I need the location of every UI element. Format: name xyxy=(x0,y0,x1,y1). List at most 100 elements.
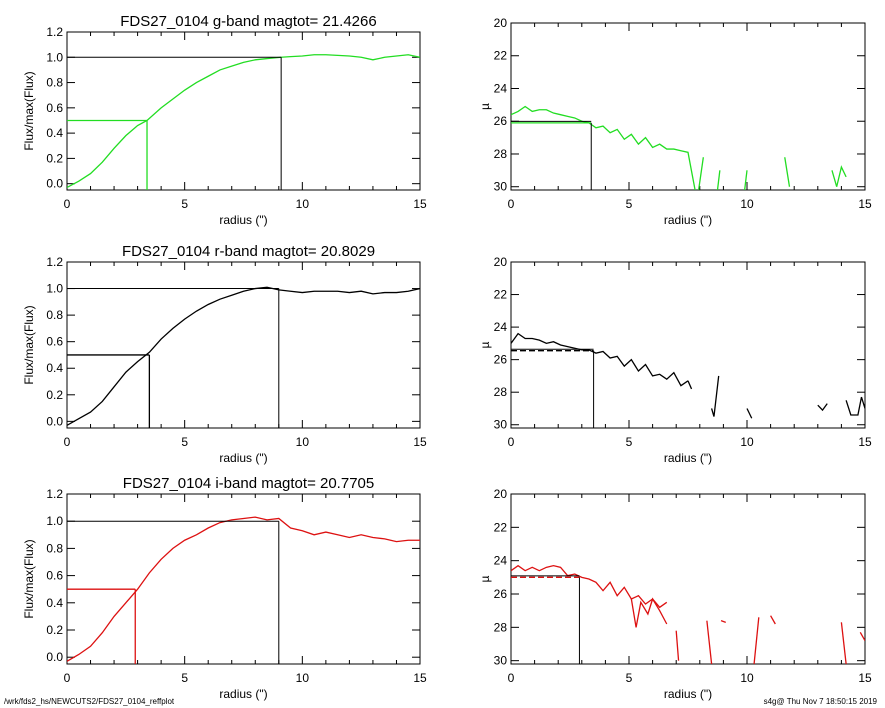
y-tick-label: 0.8 xyxy=(46,541,63,555)
surface-brightness-segment xyxy=(687,380,693,390)
panel-3: 0 5 10 15 0.0 0.2 0.4 0.6 0.8 1.0 1.2 radius (") Flu… xyxy=(22,243,427,465)
y-axis-label: µ xyxy=(478,341,492,348)
x-axis-label: radius (") xyxy=(219,213,267,227)
axes-frame xyxy=(510,261,866,429)
x-tick-label: 0 xyxy=(508,435,515,449)
surface-brightness-segment xyxy=(831,170,838,187)
x-tick-label: 15 xyxy=(413,435,427,449)
panel-title: FDS27_0104 r-band magtot= 20.8029 xyxy=(122,243,375,260)
surface-brightness-segment xyxy=(706,620,713,664)
y-tick-label: 0.0 xyxy=(46,650,63,664)
x-axis-label: radius (") xyxy=(664,451,712,465)
y-axis-label: Flux/max(Flux) xyxy=(22,305,36,384)
x-tick-label: 15 xyxy=(413,671,427,685)
surface-brightness-segment xyxy=(675,630,680,661)
x-tick-label: 15 xyxy=(858,197,872,211)
y-tick-label: 1.2 xyxy=(46,25,63,39)
surface-brightness-segment xyxy=(511,332,689,387)
panel-4: 0 5 10 15 20 22 24 26 28 30 radius (") µ xyxy=(478,255,872,465)
y-tick-label: 24 xyxy=(494,554,508,568)
footer-timestamp: s4g@ Thu Nov 7 18:50:15 2019 xyxy=(763,697,877,706)
surface-brightness-segment xyxy=(630,597,668,628)
surface-brightness-segment xyxy=(840,622,847,664)
y-tick-label: 0.2 xyxy=(46,151,63,165)
x-tick-label: 10 xyxy=(740,435,754,449)
surface-brightness-segment xyxy=(784,157,791,187)
y-tick-label: 28 xyxy=(494,385,508,399)
x-tick-label: 5 xyxy=(181,197,188,211)
y-tick-label: 0.4 xyxy=(46,361,63,375)
surface-brightness-segment xyxy=(746,408,753,419)
x-tick-label: 5 xyxy=(626,435,633,449)
x-tick-label: 5 xyxy=(626,197,633,211)
growth-curve xyxy=(67,516,420,662)
axes-frame xyxy=(66,261,421,429)
surface-brightness-segment xyxy=(710,375,720,417)
y-tick-label: 30 xyxy=(494,418,508,432)
surface-brightness-segment xyxy=(817,403,828,412)
y-tick-label: 20 xyxy=(494,487,508,501)
surface-brightness-segment xyxy=(697,157,704,190)
x-tick-label: 15 xyxy=(858,435,872,449)
y-tick-label: 0.6 xyxy=(46,101,63,115)
y-tick-label: 0.2 xyxy=(46,623,63,637)
surface-brightness-segment xyxy=(720,620,726,623)
axes-frame xyxy=(510,22,866,191)
x-tick-label: 0 xyxy=(508,671,515,685)
y-tick-label: 0.2 xyxy=(46,388,63,402)
y-tick-label: 0.4 xyxy=(46,126,63,140)
surface-brightness-segment xyxy=(836,165,847,187)
axes-frame xyxy=(510,493,866,665)
growth-curve xyxy=(67,286,420,426)
y-tick-label: 0.8 xyxy=(46,76,63,90)
x-axis-label: radius (") xyxy=(664,213,712,227)
y-tick-label: 0.0 xyxy=(46,177,63,191)
x-axis-label: radius (") xyxy=(219,687,267,701)
panel-6: 0 5 10 15 20 22 24 26 28 30 radius (") µ xyxy=(478,487,872,701)
footer-path: /wrk/fds2_hs/NEWCUTS2/FDS27_0104_reffplo… xyxy=(4,697,175,706)
y-tick-label: 22 xyxy=(494,49,508,63)
y-tick-label: 1.2 xyxy=(46,487,63,501)
x-tick-label: 15 xyxy=(413,197,427,211)
x-tick-label: 10 xyxy=(296,197,310,211)
y-axis-label: µ xyxy=(478,575,492,582)
y-tick-label: 26 xyxy=(494,353,508,367)
y-tick-label: 1.0 xyxy=(46,50,63,64)
axes-frame xyxy=(66,493,421,665)
y-tick-label: 24 xyxy=(494,320,508,334)
x-tick-label: 5 xyxy=(181,435,188,449)
surface-brightness-segment xyxy=(753,617,760,664)
y-tick-label: 28 xyxy=(494,620,508,634)
panel-title: FDS27_0104 i-band magtot= 20.7705 xyxy=(123,475,374,492)
y-tick-label: 28 xyxy=(494,147,508,161)
surface-brightness-segment xyxy=(770,615,776,625)
y-tick-label: 30 xyxy=(494,654,508,668)
plot-area xyxy=(511,105,847,190)
x-tick-label: 15 xyxy=(858,671,872,685)
y-axis-label: µ xyxy=(478,103,492,110)
plot-area xyxy=(67,516,420,664)
y-tick-label: 1.0 xyxy=(46,514,63,528)
surface-brightness-segment xyxy=(716,170,721,190)
y-tick-label: 0.8 xyxy=(46,308,63,322)
x-tick-label: 0 xyxy=(508,197,515,211)
y-tick-label: 0.0 xyxy=(46,414,63,428)
x-tick-label: 0 xyxy=(64,197,71,211)
y-axis-label: Flux/max(Flux) xyxy=(22,71,36,150)
y-tick-label: 20 xyxy=(494,16,508,30)
surface-brightness-segment xyxy=(511,105,696,190)
y-tick-label: 22 xyxy=(494,288,508,302)
y-axis-label: Flux/max(Flux) xyxy=(22,539,36,618)
plot-area xyxy=(511,332,865,428)
growth-curve xyxy=(67,54,420,189)
y-tick-label: 30 xyxy=(494,180,508,194)
x-tick-label: 10 xyxy=(740,197,754,211)
plot-area xyxy=(67,286,420,428)
panel-5: 0 5 10 15 0.0 0.2 0.4 0.6 0.8 1.0 1.2 radius (") Flu… xyxy=(22,475,427,701)
x-tick-label: 10 xyxy=(296,671,310,685)
y-tick-label: 0.6 xyxy=(46,569,63,583)
x-tick-label: 5 xyxy=(181,671,188,685)
x-axis-label: radius (") xyxy=(664,687,712,701)
panel-title: FDS27_0104 g-band magtot= 21.4266 xyxy=(120,13,376,30)
